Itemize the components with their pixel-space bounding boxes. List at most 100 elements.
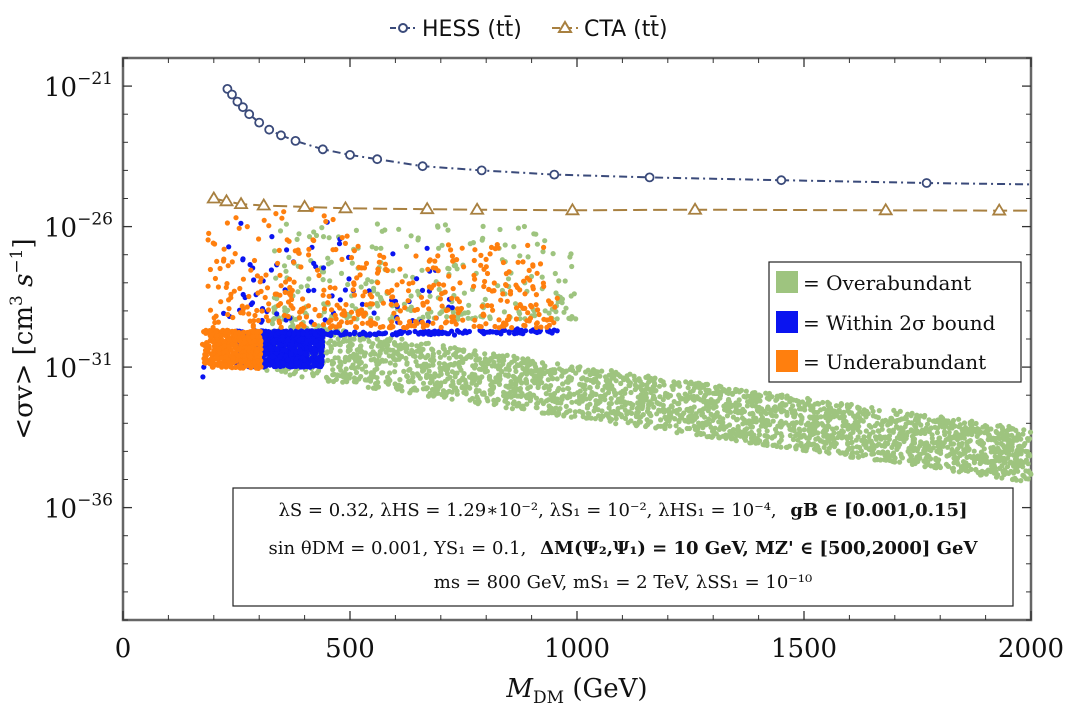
within-2sigma-point: [294, 360, 300, 366]
underabundant-point: [244, 304, 250, 310]
overabundant-point: [954, 459, 960, 465]
overabundant-point: [921, 458, 927, 464]
within-2sigma-point: [268, 346, 274, 352]
underabundant-point: [355, 243, 361, 249]
overabundant-point: [487, 387, 493, 393]
underabundant-point: [222, 362, 228, 368]
underabundant-point: [489, 288, 495, 294]
underabundant-point: [419, 319, 425, 325]
underabundant-point: [265, 318, 271, 324]
underabundant-point: [457, 280, 463, 286]
overabundant-point: [982, 452, 988, 458]
overabundant-point: [914, 454, 920, 460]
overabundant-point: [973, 420, 979, 427]
underabundant-point: [210, 240, 216, 246]
within-2sigma-point: [317, 357, 323, 363]
overabundant-point: [972, 456, 978, 462]
overabundant-point: [897, 459, 903, 465]
within-2sigma-point: [414, 276, 420, 282]
overabundant-point: [506, 362, 512, 368]
overabundant-point: [618, 380, 624, 387]
underabundant-point: [286, 276, 293, 282]
overabundant-point: [967, 430, 973, 436]
overabundant-point: [921, 448, 927, 454]
overabundant-point: [517, 253, 523, 259]
overabundant-point: [521, 223, 528, 230]
underabundant-point: [513, 316, 520, 322]
overabundant-point: [727, 433, 734, 439]
overabundant-point: [899, 416, 905, 422]
overabundant-point: [423, 355, 429, 361]
overabundant-point: [816, 447, 822, 453]
overabundant-point: [810, 422, 816, 428]
overabundant-point: [513, 368, 519, 374]
overabundant-point: [814, 420, 820, 426]
underabundant-point: [298, 306, 304, 312]
underabundant-point: [228, 291, 234, 297]
underabundant-point: [471, 283, 477, 289]
overabundant-point: [820, 399, 826, 406]
overabundant-point: [866, 446, 872, 452]
underabundant-point: [509, 325, 515, 331]
overabundant-point: [593, 401, 600, 407]
overabundant-point: [778, 444, 784, 450]
overabundant-point: [866, 422, 872, 429]
overabundant-point: [524, 395, 530, 401]
overabundant-point: [993, 429, 1000, 435]
overabundant-point: [404, 343, 410, 349]
overabundant-point: [720, 419, 726, 426]
overabundant-point: [532, 313, 538, 319]
overabundant-point: [465, 309, 471, 316]
underabundant-point: [316, 313, 322, 319]
overabundant-point: [499, 353, 505, 359]
overabundant-point: [397, 377, 403, 383]
overabundant-point: [325, 377, 332, 383]
underabundant-point: [525, 242, 531, 248]
underabundant-point: [330, 247, 336, 253]
underabundant-point: [210, 324, 216, 331]
overabundant-point: [620, 375, 626, 381]
overabundant-point: [314, 370, 320, 376]
overabundant-point: [363, 281, 369, 287]
underabundant-point: [483, 264, 489, 270]
underabundant-point: [488, 244, 495, 250]
overabundant-point: [565, 375, 572, 381]
overabundant-point: [478, 366, 484, 372]
overabundant-point: [353, 358, 359, 364]
overabundant-point: [532, 361, 538, 367]
overabundant-point: [924, 440, 930, 446]
underabundant-point: [254, 349, 260, 355]
overabundant-point: [410, 374, 416, 380]
within-2sigma-point: [286, 331, 292, 337]
overabundant-point: [541, 370, 547, 377]
underabundant-point: [218, 299, 224, 305]
overabundant-point: [505, 372, 511, 378]
overabundant-point: [800, 447, 806, 453]
overabundant-point: [535, 400, 541, 406]
underabundant-point: [427, 257, 433, 263]
overabundant-point: [706, 387, 712, 394]
overabundant-point: [338, 367, 344, 373]
underabundant-point: [306, 252, 312, 258]
underabundant-point: [209, 355, 215, 361]
underabundant-point: [241, 339, 247, 345]
overabundant-point: [777, 403, 783, 409]
overabundant-point: [877, 433, 883, 439]
overabundant-point: [324, 350, 330, 356]
overabundant-point: [692, 416, 698, 422]
overabundant-point: [448, 383, 454, 389]
within-2sigma-point: [530, 328, 536, 334]
overabundant-point: [833, 425, 840, 431]
overabundant-point: [600, 387, 606, 393]
within-2sigma-point: [316, 363, 322, 369]
overabundant-point: [338, 270, 345, 276]
underabundant-point: [445, 242, 452, 248]
underabundant-point: [503, 282, 509, 288]
underabundant-point: [436, 281, 442, 287]
overabundant-point: [942, 431, 948, 438]
overabundant-point: [956, 416, 962, 422]
overabundant-point: [604, 411, 611, 417]
underabundant-point: [359, 320, 365, 326]
underabundant-point: [296, 250, 302, 256]
underabundant-point: [278, 324, 284, 330]
